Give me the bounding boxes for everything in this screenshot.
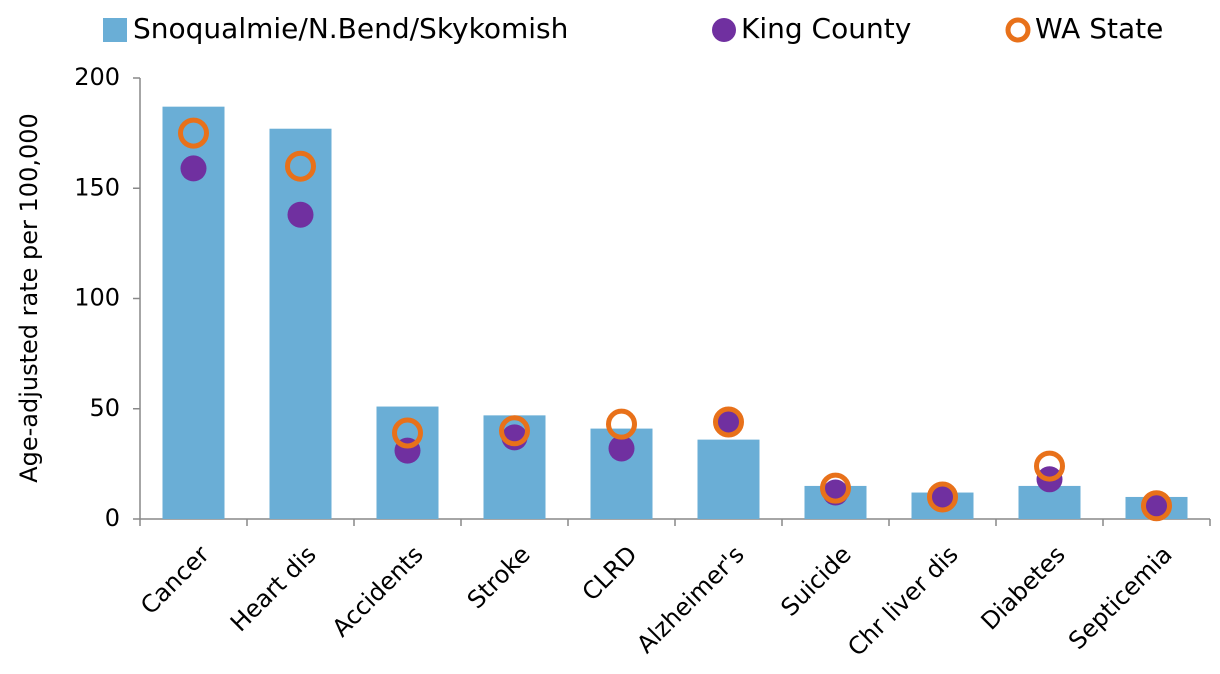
marker — [713, 406, 744, 438]
y-tick-label: 200 — [74, 63, 120, 91]
marker — [1034, 450, 1065, 482]
marker — [1143, 492, 1170, 519]
marker — [1141, 490, 1172, 522]
x-tick-label: Heart dis — [225, 540, 322, 637]
marker — [180, 155, 207, 182]
y-tick-label: 0 — [105, 504, 120, 532]
x-tick-label: Chr liver dis — [842, 540, 963, 661]
x-tick-label: CLRD — [577, 540, 643, 606]
x-tick-label: Alzheimer's — [631, 540, 749, 658]
bar — [697, 439, 760, 519]
x-tick-label: Cancer — [135, 540, 215, 620]
y-axis-label: Age-adjusted rate per 100,000 — [15, 113, 43, 483]
marker — [285, 150, 316, 182]
x-tick-label: Septicemia — [1063, 540, 1178, 655]
marker — [606, 408, 637, 440]
marker — [929, 483, 956, 510]
legend-label: Snoqualmie/N.Bend/Skykomish — [133, 12, 568, 45]
y-tick-label: 50 — [89, 394, 120, 422]
x-tick-label: Suicide — [775, 540, 856, 621]
marker — [287, 201, 314, 228]
y-tick-label: 150 — [74, 173, 120, 201]
bar — [269, 128, 332, 519]
x-tick-label: Stroke — [462, 540, 536, 614]
legend-label: King County — [741, 12, 911, 45]
legend-label: WA State — [1035, 12, 1163, 45]
legend-swatch — [1005, 17, 1031, 43]
x-tick-label: Accidents — [327, 540, 429, 642]
marker — [178, 117, 209, 149]
marker — [608, 435, 635, 462]
x-tick-label: Diabetes — [976, 540, 1071, 635]
marker — [820, 472, 851, 504]
marker — [499, 415, 530, 447]
legend-swatch — [103, 18, 127, 42]
legend-swatch — [712, 18, 736, 42]
marker — [927, 481, 958, 513]
y-tick-label: 100 — [74, 284, 120, 312]
marker — [392, 417, 423, 449]
